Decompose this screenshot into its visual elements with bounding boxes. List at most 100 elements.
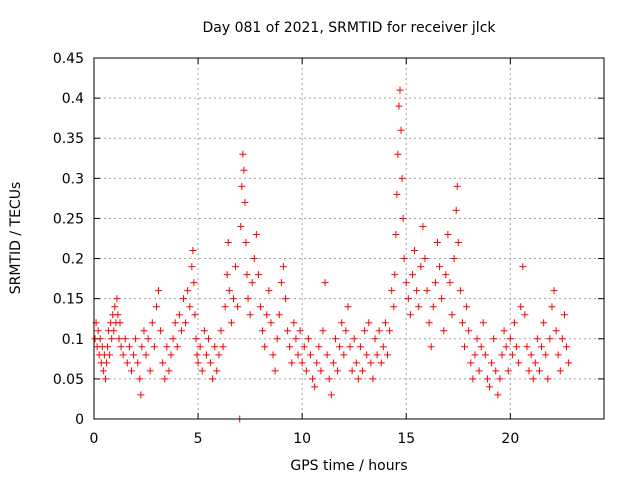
data-point bbox=[161, 375, 169, 383]
data-point bbox=[429, 303, 437, 311]
data-point bbox=[369, 375, 377, 383]
data-point bbox=[352, 359, 360, 367]
data-point bbox=[338, 319, 346, 327]
data-point bbox=[508, 351, 516, 359]
data-point bbox=[535, 367, 543, 375]
data-point bbox=[313, 359, 321, 367]
data-point bbox=[279, 263, 287, 271]
x-tick-label: 20 bbox=[501, 431, 519, 447]
data-point bbox=[433, 239, 441, 247]
data-point bbox=[529, 375, 537, 383]
data-point bbox=[136, 375, 144, 383]
data-point bbox=[391, 271, 399, 279]
data-point bbox=[454, 239, 462, 247]
data-point bbox=[321, 279, 329, 287]
y-tick-label: 0.45 bbox=[53, 51, 84, 67]
data-point bbox=[180, 295, 188, 303]
data-point bbox=[265, 287, 273, 295]
data-point bbox=[288, 359, 296, 367]
data-point bbox=[148, 319, 156, 327]
data-point bbox=[342, 327, 350, 335]
data-point bbox=[116, 319, 124, 327]
data-point bbox=[189, 247, 197, 255]
data-point bbox=[175, 311, 183, 319]
data-point bbox=[269, 351, 277, 359]
data-point bbox=[456, 287, 464, 295]
data-point bbox=[127, 367, 135, 375]
data-point bbox=[504, 367, 512, 375]
data-point bbox=[242, 239, 250, 247]
data-point bbox=[367, 359, 375, 367]
data-point bbox=[515, 359, 523, 367]
data-point bbox=[402, 279, 410, 287]
data-point bbox=[467, 359, 475, 367]
data-point bbox=[340, 351, 348, 359]
data-point bbox=[227, 319, 235, 327]
data-point bbox=[311, 383, 319, 391]
data-point bbox=[204, 335, 212, 343]
data-point bbox=[94, 327, 102, 335]
data-point bbox=[354, 375, 362, 383]
data-point bbox=[259, 327, 267, 335]
data-point bbox=[190, 279, 198, 287]
axis-ticks: 0 0.05 0.1 0.15 0.2 0.25 0.3 0.35 0.4 0.45 0 5 10 15 2… bbox=[53, 51, 604, 447]
data-point bbox=[481, 351, 489, 359]
data-point bbox=[296, 327, 304, 335]
data-point bbox=[271, 367, 279, 375]
data-point bbox=[217, 327, 225, 335]
data-point bbox=[510, 319, 518, 327]
data-point bbox=[552, 327, 560, 335]
data-point bbox=[319, 327, 327, 335]
data-point bbox=[525, 367, 533, 375]
data-point bbox=[533, 335, 541, 343]
data-point bbox=[399, 214, 407, 222]
data-point bbox=[548, 303, 556, 311]
data-point bbox=[257, 303, 265, 311]
data-point bbox=[558, 335, 566, 343]
y-tick-label: 0.05 bbox=[53, 372, 84, 388]
data-point bbox=[219, 343, 227, 351]
data-point bbox=[152, 303, 160, 311]
y-axis-title: SRMTID / TECUs bbox=[8, 182, 24, 295]
data-point bbox=[365, 319, 373, 327]
data-point bbox=[488, 359, 496, 367]
y-tick-label: 0 bbox=[75, 412, 84, 428]
grid bbox=[94, 58, 604, 419]
data-point bbox=[237, 222, 245, 230]
data-point bbox=[106, 351, 114, 359]
data-point bbox=[544, 375, 552, 383]
data-point bbox=[171, 319, 179, 327]
data-point bbox=[542, 351, 550, 359]
data-point bbox=[177, 327, 185, 335]
data-point bbox=[157, 327, 165, 335]
data-point bbox=[406, 311, 414, 319]
data-point bbox=[200, 327, 208, 335]
data-point bbox=[438, 295, 446, 303]
data-point bbox=[492, 367, 500, 375]
data-point bbox=[125, 343, 133, 351]
data-point bbox=[275, 311, 283, 319]
data-point bbox=[121, 335, 129, 343]
data-point bbox=[277, 279, 285, 287]
plot-frame bbox=[93, 57, 605, 420]
data-point bbox=[132, 335, 140, 343]
data-point bbox=[325, 375, 333, 383]
data-point bbox=[138, 343, 146, 351]
data-point bbox=[479, 319, 487, 327]
data-point bbox=[346, 343, 354, 351]
data-point bbox=[413, 287, 421, 295]
data-point bbox=[471, 351, 479, 359]
data-point bbox=[114, 311, 122, 319]
data-point bbox=[375, 327, 383, 335]
data-point bbox=[500, 327, 508, 335]
data-point bbox=[140, 327, 148, 335]
data-point bbox=[565, 359, 573, 367]
data-point bbox=[146, 367, 154, 375]
data-point bbox=[373, 351, 381, 359]
data-point bbox=[519, 263, 527, 271]
data-point bbox=[527, 351, 535, 359]
y-tick-label: 0.2 bbox=[62, 252, 84, 268]
data-point bbox=[371, 335, 379, 343]
data-point bbox=[191, 311, 199, 319]
